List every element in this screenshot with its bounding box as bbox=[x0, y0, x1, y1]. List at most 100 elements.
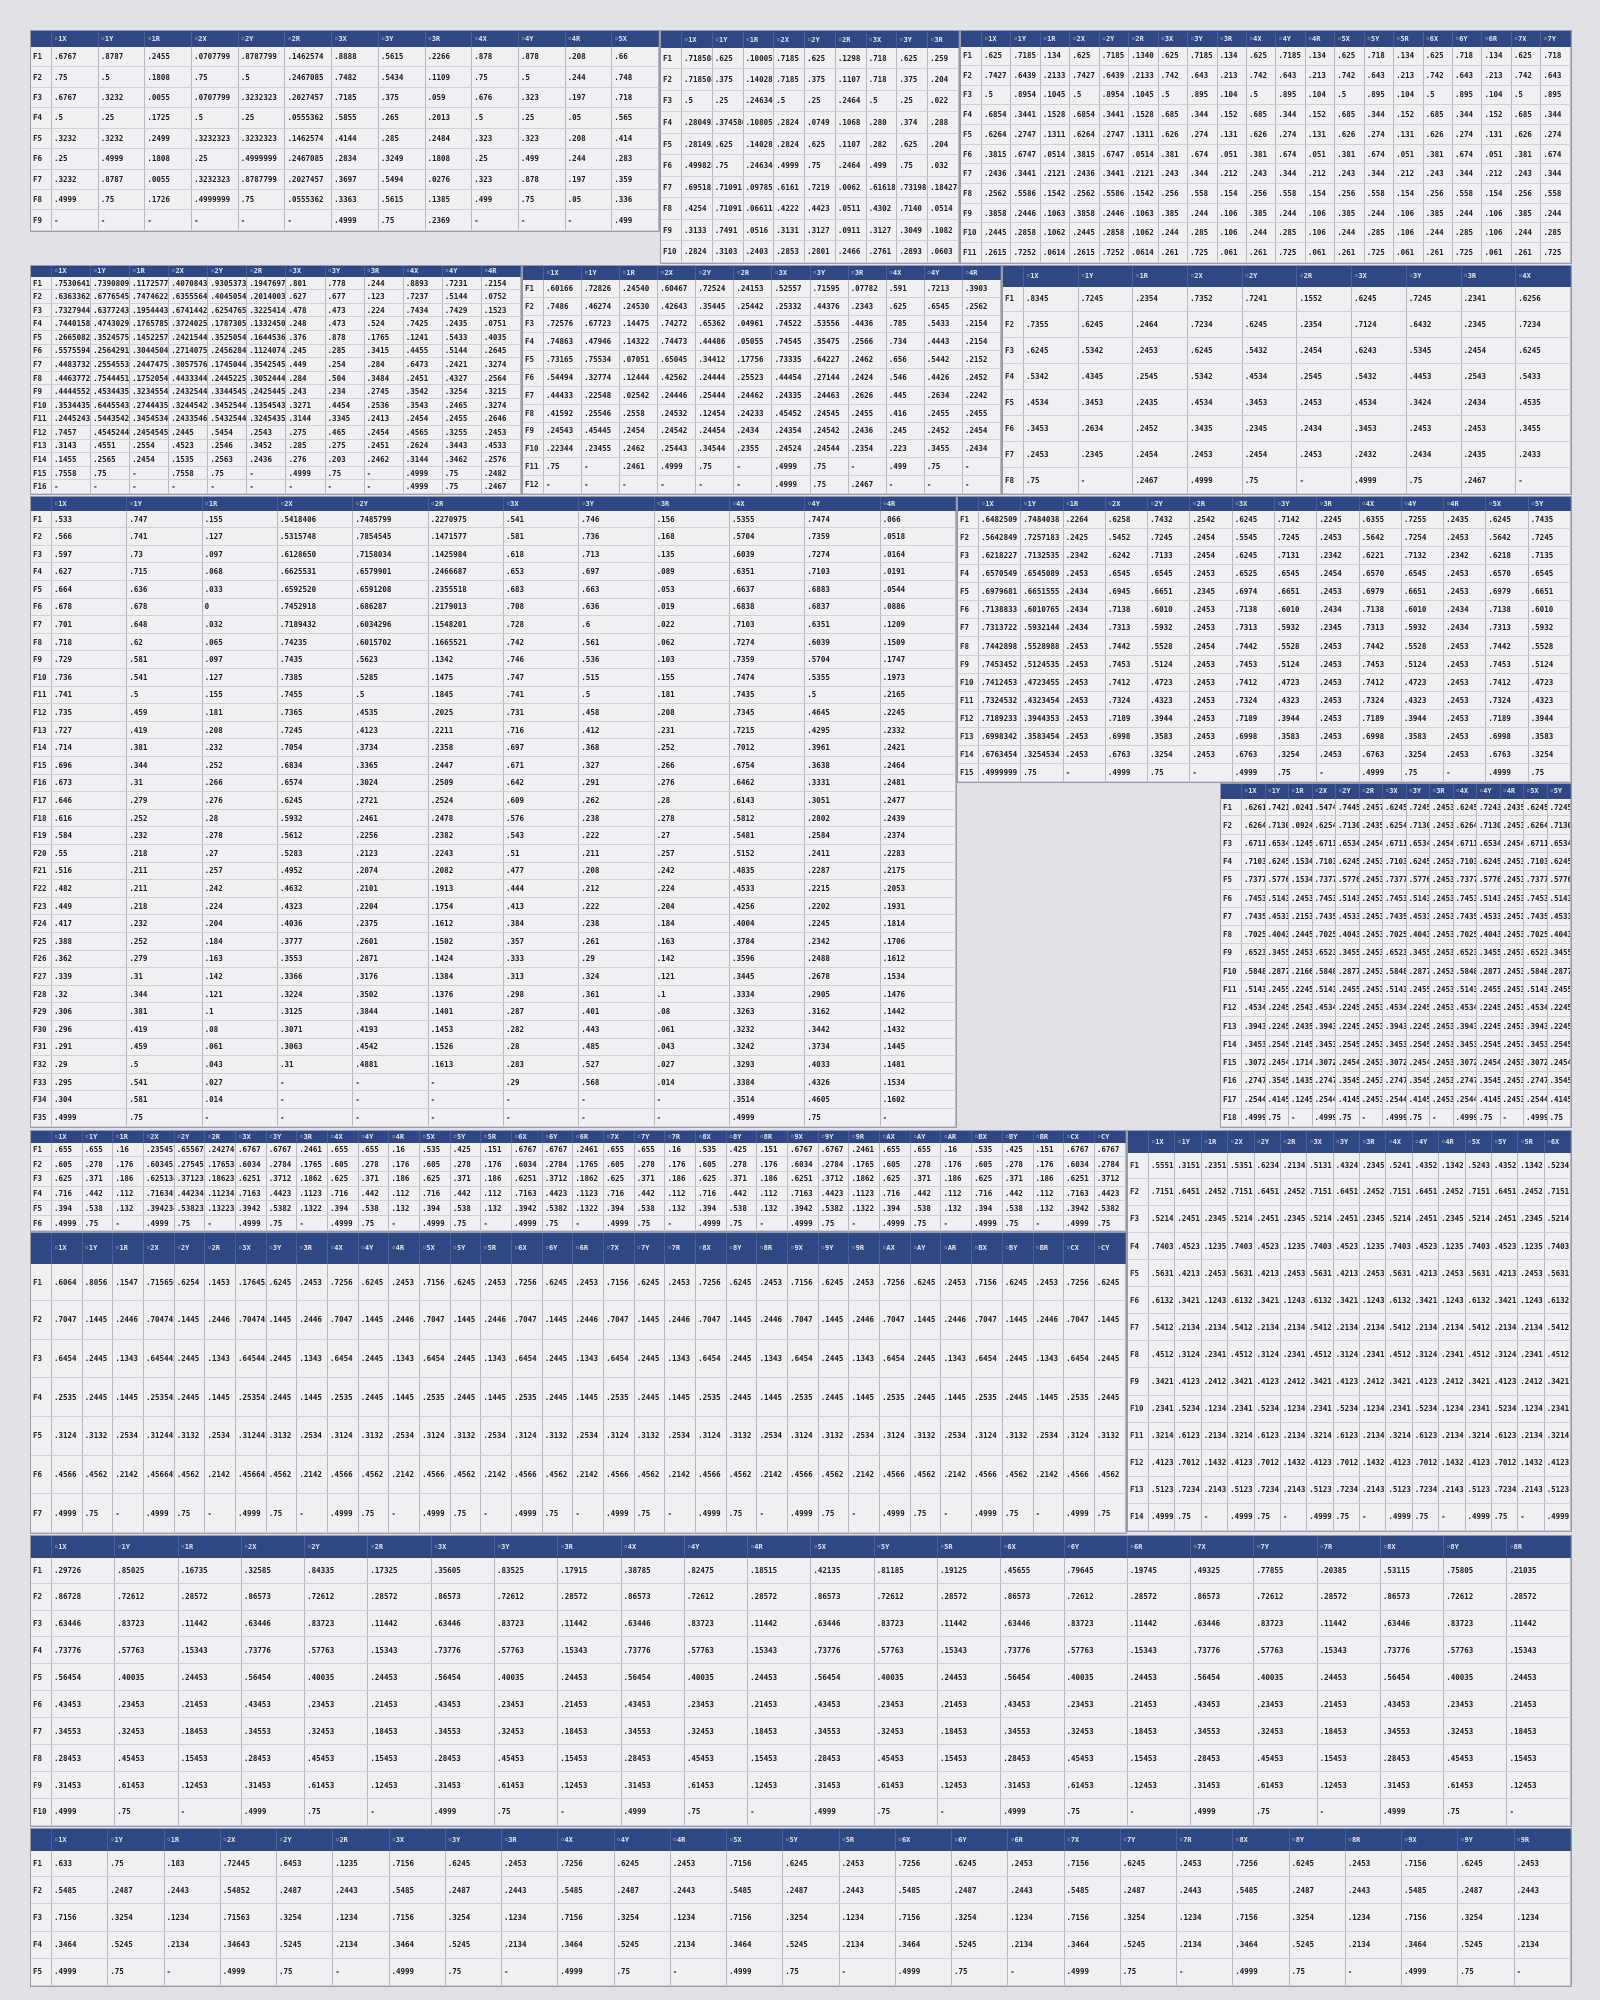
column-header[interactable]: ◦3R bbox=[296, 1131, 329, 1143]
column-header[interactable]: ◦4Y bbox=[1275, 31, 1306, 47]
column-header[interactable]: ◦3X bbox=[331, 31, 379, 48]
column-header[interactable]: ◦6R bbox=[1127, 1536, 1192, 1558]
column-header[interactable]: ◦4Y bbox=[614, 1829, 671, 1851]
column-header[interactable]: ◦2R bbox=[1280, 1131, 1308, 1153]
column-header[interactable]: ◦9R bbox=[848, 1131, 881, 1143]
column-header[interactable]: ◦5X bbox=[726, 1829, 784, 1851]
column-header[interactable]: ◦3R bbox=[425, 31, 473, 48]
column-header[interactable]: ◦5R bbox=[480, 1131, 513, 1143]
column-header[interactable]: ◦7Y bbox=[1253, 1536, 1318, 1558]
column-header[interactable]: ◦5Y bbox=[1364, 31, 1395, 47]
column-header[interactable]: ◦1R bbox=[1063, 497, 1106, 512]
column-header[interactable]: ◦9X bbox=[1401, 1829, 1459, 1851]
column-header[interactable]: ◦3X bbox=[1306, 1131, 1334, 1153]
column-header[interactable]: ◦3R bbox=[557, 1536, 622, 1558]
column-header[interactable]: ◦BR bbox=[1033, 1131, 1065, 1143]
column-header[interactable]: ◦4Y bbox=[684, 1536, 749, 1558]
column-header[interactable]: ◦1X bbox=[1241, 784, 1266, 799]
column-header[interactable]: ◦3Y bbox=[1274, 497, 1318, 512]
column-header[interactable]: ◦1R bbox=[112, 1131, 145, 1143]
column-header[interactable]: ◦3X bbox=[389, 1829, 446, 1851]
column-header[interactable]: ◦6Y bbox=[1064, 1536, 1128, 1558]
column-header[interactable]: ◦AR bbox=[940, 1233, 973, 1264]
column-header[interactable]: ◦2X bbox=[191, 31, 239, 48]
column-header[interactable]: ◦2X bbox=[657, 266, 697, 281]
column-header[interactable]: ◦3Y bbox=[578, 497, 655, 512]
column-header[interactable]: ◦3R bbox=[1429, 784, 1454, 799]
column-header[interactable]: ◦7Y bbox=[1540, 31, 1571, 47]
column-header[interactable]: ◦1Y bbox=[98, 31, 146, 48]
column-header[interactable]: ◦3R bbox=[654, 497, 730, 512]
column-header[interactable]: ◦CY bbox=[1094, 1131, 1126, 1143]
column-header[interactable]: ◦6R bbox=[572, 1131, 605, 1143]
column-header[interactable]: ◦2Y bbox=[1242, 266, 1298, 287]
column-header[interactable]: ◦5Y bbox=[1528, 497, 1571, 512]
column-header[interactable]: ◦1X bbox=[51, 31, 99, 48]
column-header[interactable]: ◦1Y bbox=[90, 266, 131, 277]
column-header[interactable]: ◦1Y bbox=[1174, 1131, 1202, 1153]
column-header[interactable]: ◦4R bbox=[1438, 1131, 1466, 1153]
column-header[interactable]: ◦5R bbox=[937, 1536, 1002, 1558]
column-header[interactable]: ◦1X bbox=[51, 1233, 83, 1264]
column-header[interactable]: ◦1R bbox=[164, 1829, 221, 1851]
column-header[interactable]: ◦AY bbox=[910, 1131, 942, 1143]
column-header[interactable]: ◦BX bbox=[971, 1233, 1003, 1264]
column-header[interactable]: ◦2Y bbox=[695, 266, 735, 281]
column-header[interactable]: ◦3Y bbox=[1333, 1131, 1361, 1153]
column-header[interactable]: ◦1R bbox=[1040, 31, 1071, 47]
column-header[interactable]: ◦4X bbox=[471, 31, 519, 48]
column-header[interactable]: ◦5Y bbox=[450, 1233, 482, 1264]
column-header[interactable]: ◦2Y bbox=[1099, 31, 1130, 47]
column-header[interactable]: ◦1X bbox=[51, 1131, 83, 1143]
column-header[interactable]: ◦AY bbox=[910, 1233, 942, 1264]
column-header[interactable]: ◦8R bbox=[756, 1233, 789, 1264]
column-header[interactable]: ◦7X bbox=[603, 1233, 635, 1264]
column-header[interactable]: ◦BR bbox=[1033, 1233, 1065, 1264]
column-header[interactable]: ◦4Y bbox=[804, 497, 881, 512]
column-header[interactable]: ◦6R bbox=[572, 1233, 605, 1264]
column-header[interactable]: ◦2Y bbox=[276, 1829, 334, 1851]
column-header[interactable]: ◦6X bbox=[511, 1131, 543, 1143]
column-header[interactable]: ◦3X bbox=[235, 1233, 267, 1264]
column-header[interactable]: ◦6X bbox=[1544, 1131, 1571, 1153]
column-header[interactable]: ◦2R bbox=[1128, 31, 1159, 47]
column-header[interactable]: ◦1Y bbox=[126, 497, 203, 512]
column-header[interactable]: ◦5R bbox=[839, 1829, 896, 1851]
column-header[interactable]: ◦4Y bbox=[1401, 497, 1445, 512]
column-header[interactable]: ◦5Y bbox=[450, 1131, 482, 1143]
column-header[interactable]: ◦7Y bbox=[634, 1233, 666, 1264]
column-header[interactable]: ◦6X bbox=[895, 1829, 953, 1851]
column-header[interactable]: ◦1R bbox=[743, 31, 775, 49]
column-header[interactable]: ◦8X bbox=[695, 1233, 727, 1264]
column-header[interactable]: ◦5Y bbox=[1547, 784, 1571, 799]
column-header[interactable]: ◦1X bbox=[51, 266, 92, 277]
column-header[interactable]: ◦3Y bbox=[445, 1829, 503, 1851]
column-header[interactable]: ◦1Y bbox=[107, 1829, 165, 1851]
column-header[interactable]: ◦6Y bbox=[542, 1131, 574, 1143]
column-header[interactable]: ◦2X bbox=[1105, 497, 1149, 512]
column-header[interactable]: ◦2Y bbox=[352, 497, 429, 512]
column-header[interactable]: ◦9X bbox=[787, 1233, 819, 1264]
column-header[interactable]: ◦1Y bbox=[82, 1233, 114, 1264]
column-header[interactable]: ◦4R bbox=[481, 266, 521, 277]
column-header[interactable]: ◦CX bbox=[1063, 1233, 1095, 1264]
column-header[interactable]: ◦7X bbox=[1511, 31, 1542, 47]
column-header[interactable]: ◦6X bbox=[1423, 31, 1454, 47]
column-header[interactable]: ◦2R bbox=[204, 1233, 237, 1264]
column-header[interactable]: ◦7X bbox=[1190, 1536, 1255, 1558]
column-header[interactable]: ◦CY bbox=[1094, 1233, 1126, 1264]
column-header[interactable]: ◦4R bbox=[747, 1536, 812, 1558]
column-header[interactable]: ◦4Y bbox=[518, 31, 566, 48]
column-header[interactable]: ◦4X bbox=[886, 266, 925, 281]
column-header[interactable]: ◦1R bbox=[619, 266, 659, 281]
column-header[interactable]: ◦2R bbox=[204, 1131, 237, 1143]
column-header[interactable]: ◦4Y bbox=[1412, 1131, 1440, 1153]
column-header[interactable]: ◦5X bbox=[810, 1536, 875, 1558]
column-header[interactable]: ◦5R bbox=[1517, 1131, 1545, 1153]
column-header[interactable]: ◦1X bbox=[543, 266, 583, 281]
column-header[interactable]: ◦3R bbox=[1316, 497, 1360, 512]
column-header[interactable]: ◦2Y bbox=[1335, 784, 1360, 799]
column-header[interactable]: ◦1X bbox=[51, 1829, 109, 1851]
column-header[interactable]: ◦8R bbox=[1506, 1536, 1571, 1558]
column-header[interactable]: ◦BY bbox=[1002, 1131, 1034, 1143]
